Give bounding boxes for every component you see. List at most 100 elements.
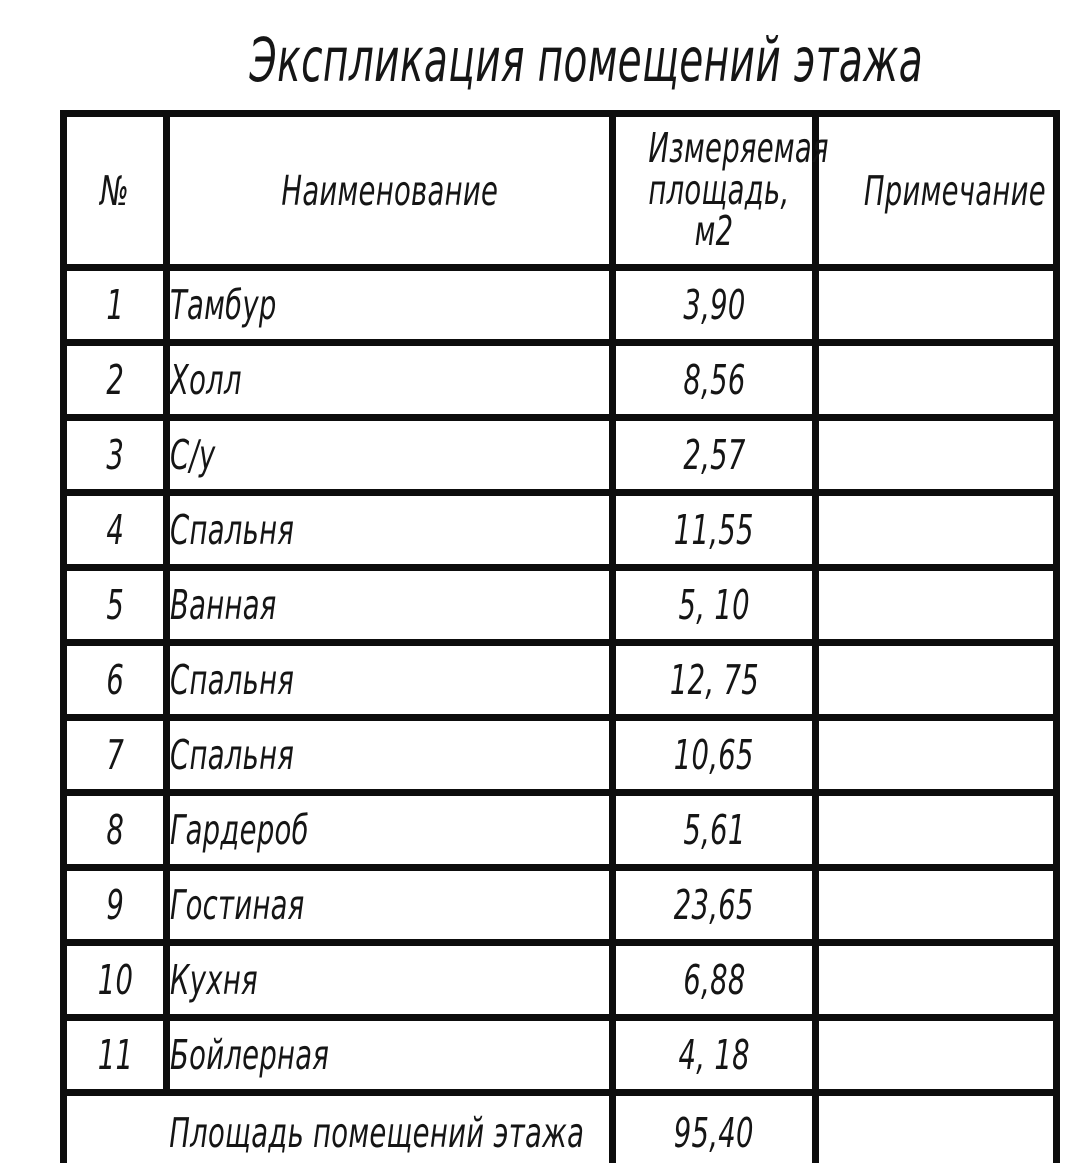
room-name: Гардероб: [170, 806, 309, 854]
room-name: Спальня: [170, 731, 295, 779]
table-row: 1 Тамбур 3,90: [60, 264, 1060, 346]
room-area: 23,65: [673, 881, 755, 929]
room-area-cell: 23,65: [609, 864, 819, 946]
room-name: Бойлерная: [170, 1031, 330, 1079]
table-row: 4 Спальня 11,55: [60, 489, 1060, 571]
room-name: Ванная: [170, 581, 277, 629]
room-name-cell: Спальня: [163, 489, 616, 571]
table-row: 6 Спальня 12, 75: [60, 639, 1060, 721]
header-name-label: Наименование: [281, 166, 498, 215]
table-row: 11 Бойлерная 4, 18: [60, 1014, 1060, 1096]
room-area: 6,88: [682, 956, 746, 1004]
row-number-cell: 4: [60, 489, 170, 571]
room-area-cell: 8,56: [609, 339, 819, 421]
note-cell: [812, 714, 1060, 796]
room-area: 10,65: [673, 731, 755, 779]
note-cell: [812, 339, 1060, 421]
header-cell-name: Наименование: [163, 110, 616, 271]
table-row: 9 Гостиная 23,65: [60, 864, 1060, 946]
header-area-line1: Измеряемая: [648, 123, 829, 172]
room-area-cell: 5,61: [609, 789, 819, 871]
room-name-cell: Спальня: [163, 639, 616, 721]
room-area-cell: 11,55: [609, 489, 819, 571]
room-area-cell: 10,65: [609, 714, 819, 796]
room-area: 4, 18: [678, 1031, 750, 1079]
room-name-cell: Бойлерная: [163, 1014, 616, 1096]
room-area-cell: 12, 75: [609, 639, 819, 721]
room-name-cell: С/у: [163, 414, 616, 496]
room-name-cell: Тамбур: [163, 264, 616, 346]
row-number: 4: [106, 506, 124, 554]
row-number-cell: 1: [60, 264, 170, 346]
room-area: 11,55: [673, 506, 755, 554]
room-name: Холл: [170, 356, 242, 404]
header-cell-note: Примечание: [812, 110, 1060, 271]
row-number-cell: 3: [60, 414, 170, 496]
room-name-cell: Холл: [163, 339, 616, 421]
header-note-label: Примечание: [863, 166, 1046, 215]
table-row: 10 Кухня 6,88: [60, 939, 1060, 1021]
row-number-cell: 7: [60, 714, 170, 796]
page-title-text: Экспликация помещений этажа: [249, 25, 924, 96]
row-number: 9: [106, 881, 124, 929]
room-area-cell: 6,88: [609, 939, 819, 1021]
room-area-cell: 2,57: [609, 414, 819, 496]
note-cell: [812, 789, 1060, 871]
note-cell: [812, 414, 1060, 496]
row-number: 5: [106, 581, 124, 629]
row-number: 3: [106, 431, 124, 479]
row-number-cell: 9: [60, 864, 170, 946]
room-area-cell: 5, 10: [609, 564, 819, 646]
footer-label-cell: Площадь помещений этажа: [60, 1089, 616, 1163]
room-area: 3,90: [682, 281, 746, 329]
table-row: 2 Холл 8,56: [60, 339, 1060, 421]
note-cell: [812, 264, 1060, 346]
table-row: 5 Ванная 5, 10: [60, 564, 1060, 646]
row-number: 8: [106, 806, 124, 854]
room-area: 5,61: [682, 806, 746, 854]
footer-label: Площадь помещений этажа: [169, 1108, 585, 1157]
table-row: 7 Спальня 10,65: [60, 714, 1060, 796]
note-cell: [812, 489, 1060, 571]
header-area-line2: площадь,: [648, 165, 790, 214]
row-number: 7: [106, 731, 124, 779]
room-area: 5, 10: [678, 581, 750, 629]
table-footer-row: Площадь помещений этажа 95,40: [60, 1089, 1060, 1163]
room-area: 8,56: [682, 356, 746, 404]
note-cell: [812, 1014, 1060, 1096]
room-name: Спальня: [170, 506, 295, 554]
row-number-cell: 2: [60, 339, 170, 421]
header-number-label: №: [100, 166, 130, 215]
page-title: Экспликация помещений этажа: [60, 24, 1053, 97]
room-name: Тамбур: [170, 281, 277, 329]
row-number: 11: [97, 1031, 133, 1079]
room-area-cell: 3,90: [609, 264, 819, 346]
room-name-cell: Ванная: [163, 564, 616, 646]
note-cell: [812, 639, 1060, 721]
note-cell: [812, 939, 1060, 1021]
room-name-cell: Гостиная: [163, 864, 616, 946]
row-number: 6: [106, 656, 124, 704]
room-name: С/у: [170, 431, 216, 479]
header-area-line3: м2: [694, 207, 734, 256]
note-cell: [812, 564, 1060, 646]
room-name: Кухня: [170, 956, 258, 1004]
room-area: 2,57: [682, 431, 746, 479]
table-row: 8 Гардероб 5,61: [60, 789, 1060, 871]
room-area: 12, 75: [669, 656, 759, 704]
room-name-cell: Спальня: [163, 714, 616, 796]
row-number-cell: 5: [60, 564, 170, 646]
footer-total-area: 95,40: [673, 1108, 755, 1157]
room-name: Спальня: [170, 656, 295, 704]
row-number-cell: 8: [60, 789, 170, 871]
row-number: 2: [106, 356, 124, 404]
row-number-cell: 6: [60, 639, 170, 721]
header-area-label: Измеряемая площадь, м2: [616, 123, 829, 256]
row-number-cell: 11: [60, 1014, 170, 1096]
header-cell-area: Измеряемая площадь, м2: [609, 110, 829, 271]
note-cell: [812, 864, 1060, 946]
footer-note-cell: [812, 1089, 1060, 1163]
room-name-cell: Гардероб: [163, 789, 616, 871]
row-number: 1: [106, 281, 124, 329]
